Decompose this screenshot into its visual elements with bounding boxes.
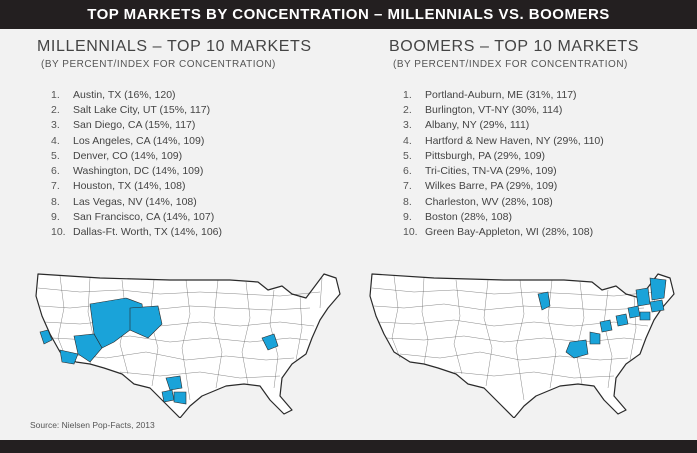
list-number: 4. — [403, 134, 412, 147]
market-label: Washington, DC (14%, 109) — [73, 165, 204, 178]
market-green-bay — [537, 291, 551, 311]
market-label: Denver, CO (14%, 109) — [73, 149, 183, 162]
market-label: Wilkes Barre, PA (29%, 109) — [425, 180, 558, 193]
market-label: Burlington, VT-NY (30%, 114) — [425, 103, 563, 116]
market-hartford — [639, 311, 651, 321]
list-number: 2. — [51, 103, 60, 116]
list-number: 2. — [403, 103, 412, 116]
list-item: 10. Dallas-Ft. Worth, TX (14%, 106) — [51, 225, 367, 240]
list-item: 5. Denver, CO (14%, 109) — [51, 148, 367, 163]
market-label: Pittsburgh, PA (29%, 109) — [425, 149, 546, 162]
us-outline — [369, 273, 675, 418]
source-note: Source: Nielsen Pop-Facts, 2013 — [30, 420, 155, 430]
list-item: 8. Las Vegas, NV (14%, 108) — [51, 194, 367, 209]
market-label: Albany, NY (29%, 111) — [425, 119, 530, 132]
market-portland-auburn — [649, 277, 667, 301]
market-wilkes-barre — [615, 313, 629, 327]
market-houston — [173, 391, 187, 405]
millennials-us-map — [35, 273, 341, 418]
list-item: 9. San Francisco, CA (14%, 107) — [51, 209, 367, 224]
list-number: 5. — [403, 149, 412, 162]
list-item: 9. Boston (28%, 108) — [403, 209, 697, 224]
list-item: 7. Houston, TX (14%, 108) — [51, 179, 367, 194]
market-label: Las Vegas, NV (14%, 108) — [73, 195, 197, 208]
millennials-panel: MILLENNIALS – TOP 10 MARKETS (BY PERCENT… — [37, 38, 367, 240]
market-san-francisco — [39, 329, 53, 345]
list-number: 4. — [51, 134, 60, 147]
market-los-angeles — [59, 349, 79, 365]
list-item: 4. Hartford & New Haven, NY (29%, 110) — [403, 133, 697, 148]
highlighted-markets — [39, 297, 279, 405]
page-header: TOP MARKETS BY CONCENTRATION – MILLENNIA… — [0, 0, 697, 29]
list-number: 3. — [51, 119, 60, 132]
boomers-us-map — [369, 273, 675, 418]
market-dallas — [165, 375, 183, 391]
list-number: 1. — [403, 88, 412, 101]
list-number: 10. — [403, 226, 418, 239]
list-number: 5. — [51, 149, 60, 162]
market-label: Salt Lake City, UT (15%, 117) — [73, 103, 211, 116]
millennials-list: 1. Austin, TX (16%, 120) 2. Salt Lake City… — [51, 87, 367, 240]
footer-bar — [0, 440, 697, 453]
market-label: Boston (28%, 108) — [425, 211, 512, 224]
boomers-panel: BOOMERS – TOP 10 MARKETS (BY PERCENT/IND… — [389, 38, 697, 240]
market-tri-cities — [565, 339, 589, 359]
list-item: 4. Los Angeles, CA (14%, 109) — [51, 133, 367, 148]
list-item: 1. Portland-Auburn, ME (31%, 117) — [403, 87, 697, 102]
market-label: Green Bay-Appleton, WI (28%, 108) — [425, 226, 594, 239]
boomers-subtitle: (BY PERCENT/INDEX FOR CONCENTRATION) — [393, 59, 628, 70]
market-label: San Francisco, CA (14%, 107) — [73, 211, 215, 224]
market-label: Tri-Cities, TN-VA (29%, 109) — [425, 165, 557, 178]
list-item: 1. Austin, TX (16%, 120) — [51, 87, 367, 102]
boomers-title: BOOMERS – TOP 10 MARKETS — [389, 38, 640, 55]
list-number: 6. — [403, 165, 412, 178]
market-label: Austin, TX (16%, 120) — [73, 88, 176, 101]
list-number: 8. — [403, 195, 412, 208]
market-las-vegas — [73, 333, 103, 363]
list-item: 5. Pittsburgh, PA (29%, 109) — [403, 148, 697, 163]
list-number: 1. — [51, 88, 60, 101]
market-label: Dallas-Ft. Worth, TX (14%, 106) — [73, 226, 222, 239]
list-item: 2. Salt Lake City, UT (15%, 117) — [51, 102, 367, 117]
page-title: TOP MARKETS BY CONCENTRATION – MILLENNIA… — [87, 6, 610, 23]
list-item: 7. Wilkes Barre, PA (29%, 109) — [403, 179, 697, 194]
market-label: Houston, TX (14%, 108) — [73, 180, 186, 193]
list-number: 8. — [51, 195, 60, 208]
millennials-subtitle: (BY PERCENT/INDEX FOR CONCENTRATION) — [41, 59, 276, 70]
market-boston — [649, 299, 665, 313]
market-charleston-wv — [589, 331, 601, 345]
market-albany — [627, 305, 641, 319]
list-item: 6. Tri-Cities, TN-VA (29%, 109) — [403, 163, 697, 178]
list-item: 3. Albany, NY (29%, 111) — [403, 118, 697, 133]
boomers-list: 1. Portland-Auburn, ME (31%, 117) 2. Burli… — [403, 87, 697, 240]
list-item: 8. Charleston, WV (28%, 108) — [403, 194, 697, 209]
list-item: 3. San Diego, CA (15%, 117) — [51, 118, 367, 133]
list-number: 9. — [51, 211, 60, 224]
list-number: 6. — [51, 165, 60, 178]
market-label: San Diego, CA (15%, 117) — [73, 119, 196, 132]
highlighted-markets — [537, 277, 667, 359]
market-burlington — [635, 287, 651, 307]
list-number: 7. — [51, 180, 60, 193]
market-label: Los Angeles, CA (14%, 109) — [73, 134, 205, 147]
market-washington — [261, 333, 279, 351]
list-number: 7. — [403, 180, 412, 193]
market-denver — [129, 305, 163, 339]
market-austin — [161, 389, 175, 403]
list-number: 10. — [51, 226, 66, 239]
list-item: 2. Burlington, VT-NY (30%, 114) — [403, 102, 697, 117]
list-item: 10. Green Bay-Appleton, WI (28%, 108) — [403, 225, 697, 240]
list-number: 9. — [403, 211, 412, 224]
list-item: 6. Washington, DC (14%, 109) — [51, 163, 367, 178]
list-number: 3. — [403, 119, 412, 132]
market-pittsburgh — [599, 319, 613, 333]
market-label: Hartford & New Haven, NY (29%, 110) — [425, 134, 604, 147]
market-label: Portland-Auburn, ME (31%, 117) — [425, 88, 577, 101]
market-label: Charleston, WV (28%, 108) — [425, 195, 553, 208]
millennials-title: MILLENNIALS – TOP 10 MARKETS — [37, 38, 312, 55]
